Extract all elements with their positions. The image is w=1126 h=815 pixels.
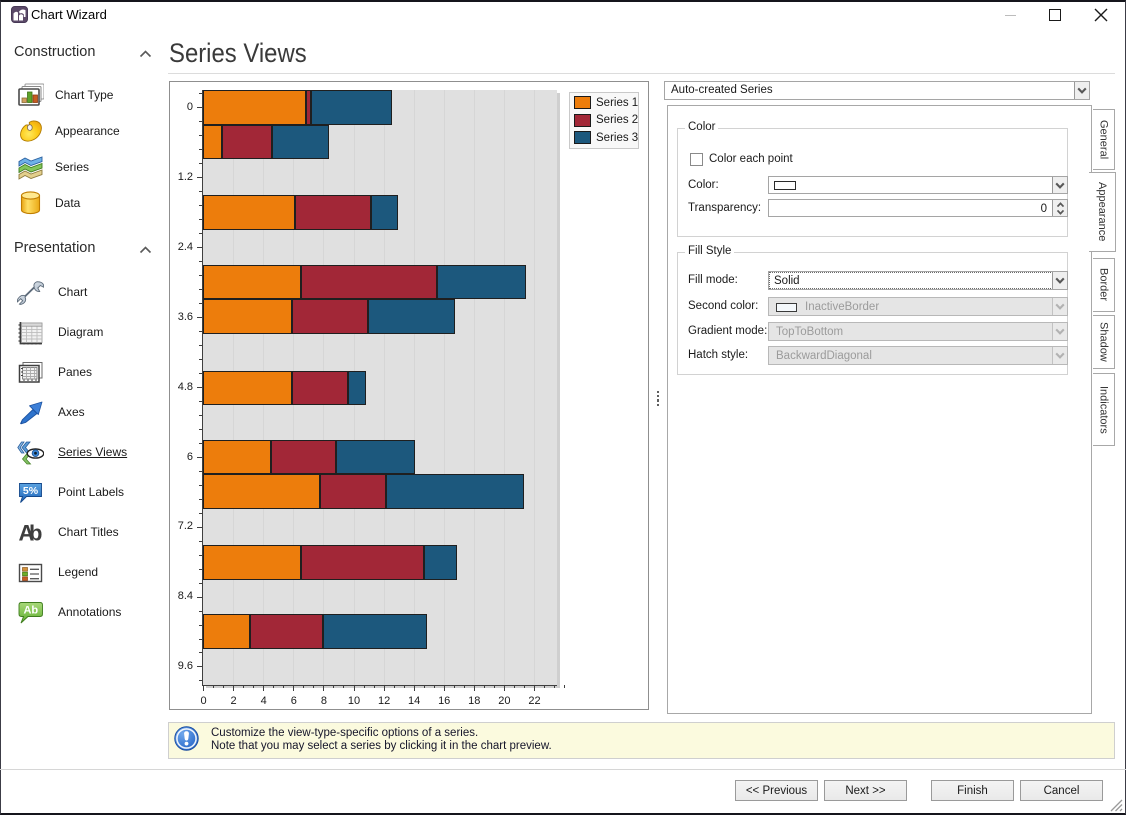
svg-text:5%: 5% (23, 485, 39, 497)
svg-text:Ab: Ab (19, 521, 43, 546)
svg-text:Ab: Ab (23, 605, 38, 617)
